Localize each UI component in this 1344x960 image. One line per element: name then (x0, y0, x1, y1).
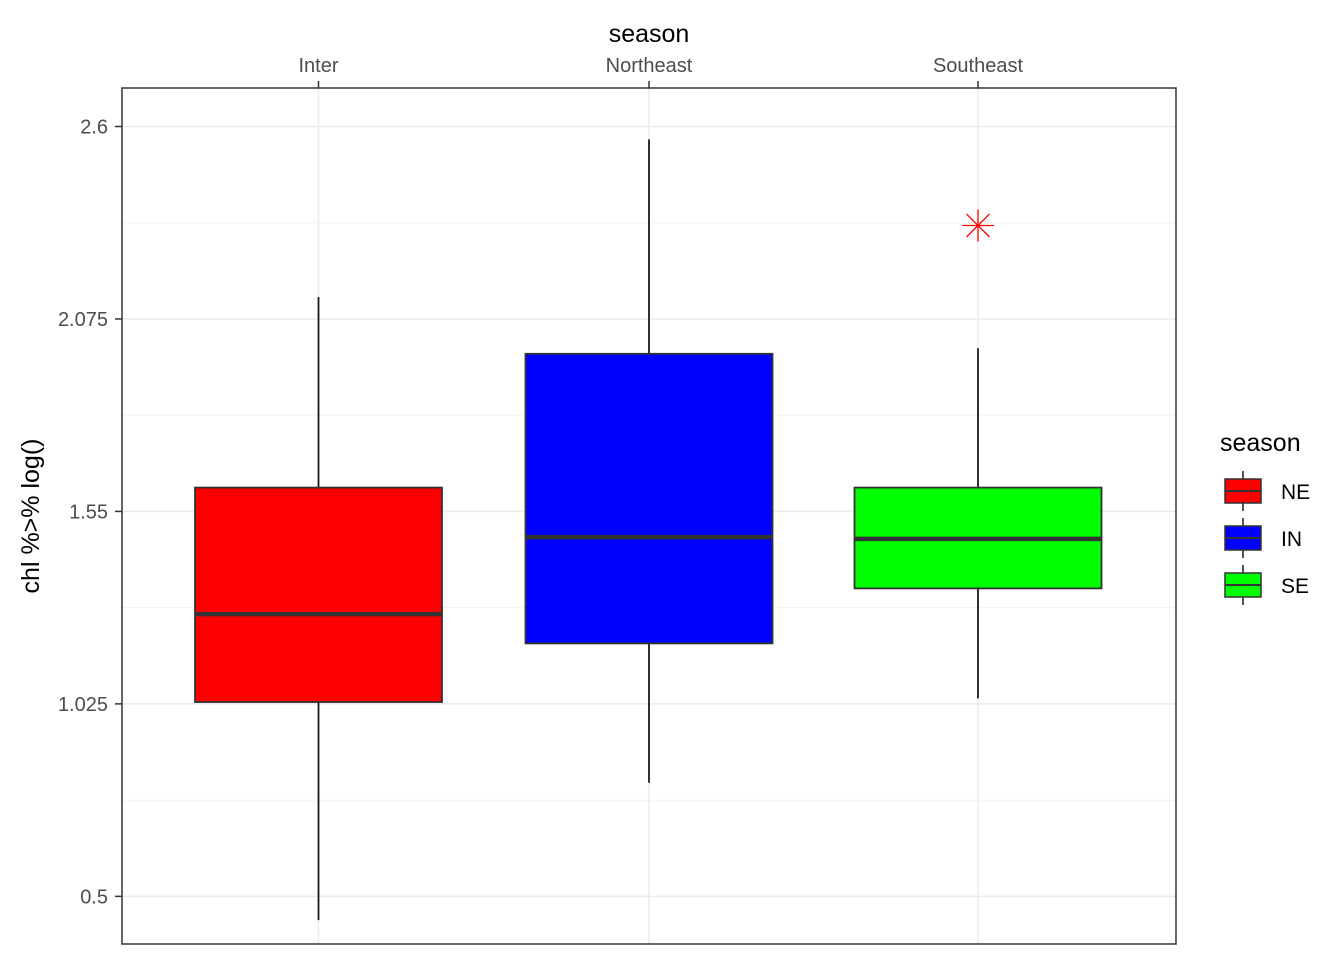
legend-label: IN (1281, 528, 1302, 551)
legend-label: NE (1281, 481, 1310, 504)
box-inter (194, 296, 443, 921)
legend-key-in: IN (1224, 518, 1302, 558)
y-tick-label: 1.55 (69, 501, 108, 523)
legend-key-se: SE (1224, 565, 1309, 605)
x-axis-title: season (609, 20, 690, 48)
box-northeast (524, 139, 774, 783)
x-tick-label: Inter (298, 55, 338, 77)
y-tick-label: 2.075 (58, 309, 108, 331)
y-tick-label: 0.5 (80, 886, 108, 908)
outlier-point (962, 209, 994, 242)
outlier-stroke (966, 213, 990, 238)
y-tick-label: 1.025 (58, 694, 108, 716)
box-southeast (853, 209, 1103, 699)
axes: 0.5 1.025 1.55 2.075 2.6 Inter Northeast Southe… (58, 55, 1024, 908)
box-body (524, 352, 774, 645)
box-body (194, 486, 443, 703)
legend: season NE IN SE (1220, 429, 1310, 605)
legend-key-ne: NE (1224, 471, 1310, 511)
x-tick-label: Northeast (606, 55, 693, 77)
boxplot-layer (194, 139, 1103, 921)
legend-title: season (1220, 429, 1301, 457)
y-axis-title: chl %>% log() (17, 439, 45, 594)
legend-label: SE (1281, 575, 1309, 598)
y-tick-label: 2.6 (80, 116, 108, 138)
x-tick-label: Southeast (933, 55, 1024, 77)
